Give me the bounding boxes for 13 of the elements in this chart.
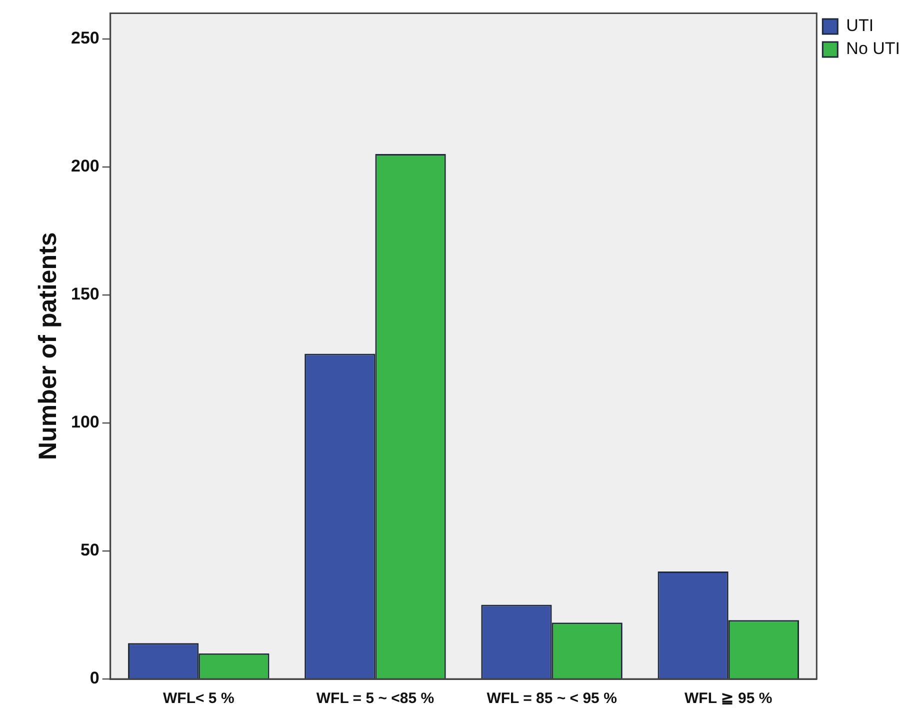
x-tick-label: WFL< 5 % — [163, 690, 234, 708]
x-tick-label: WFL = 85 ~ < 95 % — [486, 690, 617, 708]
y-tick-label: 200 — [70, 156, 100, 176]
legend-label: UTI — [846, 16, 874, 36]
y-axis-title: Number of patients — [34, 232, 62, 460]
x-tick-label: WFL ≧ 95 % — [684, 690, 772, 708]
y-tick-label: 50 — [80, 540, 100, 560]
y-tick-label: 100 — [70, 412, 100, 432]
y-tick-label: 0 — [90, 668, 100, 688]
x-tick-label: WFL = 5 ~ <85 % — [316, 690, 434, 708]
legend-label: No UTI — [846, 39, 900, 58]
y-tick-label: 250 — [70, 28, 100, 48]
y-tick-label: 150 — [70, 284, 100, 304]
